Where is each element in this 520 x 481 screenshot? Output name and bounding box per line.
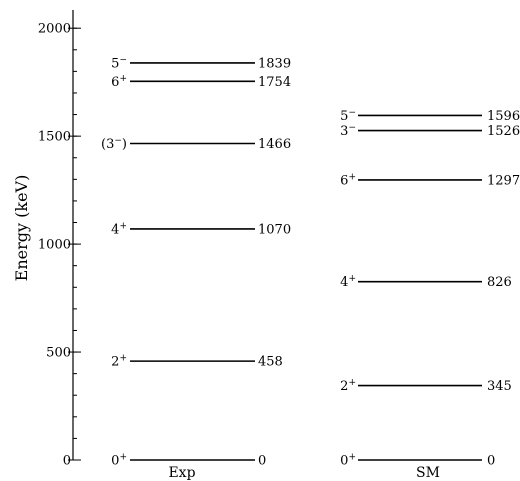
spin-parity-label: (3−) xyxy=(101,136,127,152)
energy-label: 0 xyxy=(487,454,495,469)
energy-label: 1466 xyxy=(258,137,291,152)
spin-parity-label: 6+ xyxy=(340,172,356,188)
spin-parity-label: 5− xyxy=(340,108,356,124)
energy-label: 1526 xyxy=(487,124,520,139)
energy-label: 826 xyxy=(487,275,512,290)
spin-parity-label: 0+ xyxy=(340,453,356,469)
y-tick-label: 0 xyxy=(63,454,71,469)
y-tick-label: 1500 xyxy=(38,130,71,145)
energy-label: 1596 xyxy=(487,109,520,124)
spin-parity-label: 3− xyxy=(340,123,356,139)
energy-label: 1070 xyxy=(258,222,291,237)
energy-label: 1297 xyxy=(487,173,520,188)
energy-label: 458 xyxy=(258,355,283,370)
column-label: Exp xyxy=(168,465,195,481)
y-axis-label: Energy (keV) xyxy=(12,175,31,282)
y-axis: 0 500 1000 1500 2000 xyxy=(38,10,81,469)
spin-parity-label: 2+ xyxy=(340,378,356,394)
column-exp: 0+ 0 2+ 458 4+ 1070 (3−) 1466 6+ 1754 5− 1839 Exp xyxy=(101,55,291,481)
spin-parity-label: 2+ xyxy=(111,354,127,370)
spin-parity-label: 4+ xyxy=(340,274,356,290)
y-tick-label: 1000 xyxy=(38,238,71,253)
energy-label: 345 xyxy=(487,379,512,394)
column-sm: 0+ 0 2+ 345 4+ 826 6+ 1297 3− 1526 5− 1596 SM xyxy=(340,108,520,481)
energy-label: 1754 xyxy=(258,75,291,90)
spin-parity-label: 6+ xyxy=(111,74,127,90)
spin-parity-label: 5− xyxy=(111,55,127,71)
energy-label: 1839 xyxy=(258,56,291,71)
y-tick-label: 500 xyxy=(46,346,71,361)
y-tick-label: 2000 xyxy=(38,22,71,37)
column-label: SM xyxy=(416,465,440,481)
spin-parity-label: 0+ xyxy=(111,453,127,469)
energy-label: 0 xyxy=(258,454,266,469)
spin-parity-label: 4+ xyxy=(111,221,127,237)
